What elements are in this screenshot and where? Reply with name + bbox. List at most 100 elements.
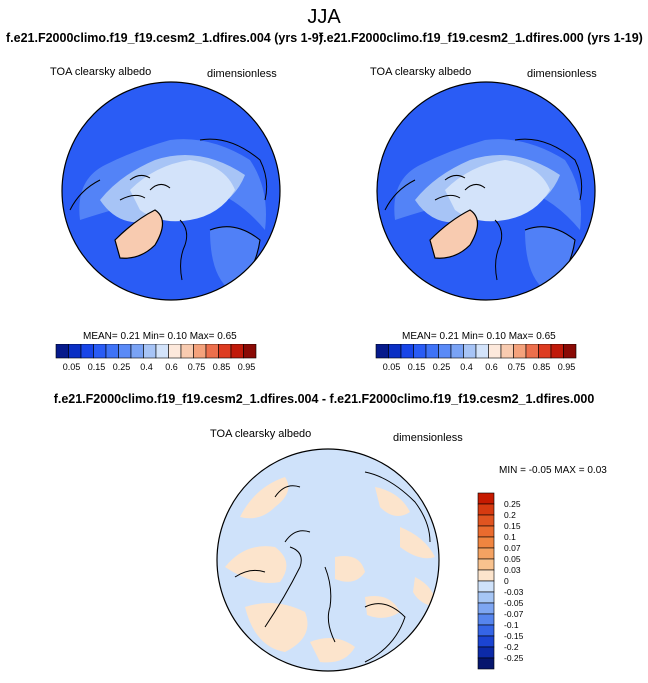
colorbar-tick-label: 0.05 (383, 362, 401, 372)
colorbar-swatch (477, 525, 495, 538)
colorbar-tick-label: 0.75 (508, 362, 526, 372)
colorbar-swatch (477, 613, 495, 626)
colorbar-swatch (477, 503, 495, 516)
colorbar-tick-label: 0.05 (63, 362, 81, 372)
colorbar-swatch (538, 344, 552, 359)
colorbar-swatch (477, 635, 495, 648)
colorbar-swatch (80, 344, 94, 359)
colorbar-tick-label: 0.4 (460, 362, 473, 372)
colorbar-swatch (205, 344, 219, 359)
diff-colorbar: 0.250.20.150.10.070.050.030-0.03-0.05-0.… (477, 492, 524, 670)
greenland-field (430, 210, 478, 259)
colorbar-swatch (438, 344, 452, 359)
panel2-stats: MEAN= 0.21 Min= 0.10 Max= 0.65 (402, 331, 556, 342)
colorbar-swatch (477, 591, 495, 604)
colorbar-tick-label: 0.95 (238, 362, 256, 372)
colorbar-swatch (477, 547, 495, 560)
panel2-units: dimensionless (527, 68, 597, 80)
colorbar-swatch (477, 492, 495, 505)
colorbar-tick-label: 0.6 (165, 362, 178, 372)
colorbar-swatch (218, 344, 232, 359)
panel1-map (61, 81, 281, 301)
panel1-case-title: f.e21.F2000climo.f19_f19.cesm2_1.dfires.… (6, 31, 323, 45)
colorbar-swatch (477, 646, 495, 659)
panel2-case-title: f.e21.F2000climo.f19_f19.cesm2_1.dfires.… (319, 31, 643, 45)
colorbar-swatch (168, 344, 182, 359)
colorbar-tick-label: 0.6 (485, 362, 498, 372)
colorbar-tick-label: 0.85 (533, 362, 551, 372)
greenland-field (115, 210, 163, 259)
colorbar-tick-label: -0.2 (504, 642, 519, 652)
colorbar-swatch (475, 344, 489, 359)
colorbar-swatch (388, 344, 402, 359)
colorbar-tick-label: 0.25 (113, 362, 131, 372)
colorbar-tick-label: -0.05 (504, 598, 524, 608)
colorbar-swatch (180, 344, 194, 359)
panel1-variable: TOA clearsky albedo (50, 66, 152, 78)
colorbar-tick-label: -0.03 (504, 587, 524, 597)
colorbar-tick-label: -0.07 (504, 609, 524, 619)
panel2-map (376, 81, 596, 301)
colorbar-tick-label: 0.75 (188, 362, 206, 372)
colorbar-swatch (463, 344, 477, 359)
panel1-units: dimensionless (207, 68, 277, 80)
panel2-variable: TOA clearsky albedo (370, 66, 472, 78)
colorbar-swatch (525, 344, 539, 359)
colorbar-tick-label: 0.05 (504, 554, 521, 564)
diff-stats: MIN = -0.05 MAX = 0.03 (499, 465, 607, 476)
colorbar-tick-label: 0.07 (504, 543, 521, 553)
colorbar-swatch (488, 344, 502, 359)
colorbar-swatch (477, 558, 495, 571)
colorbar-swatch (68, 344, 82, 359)
colorbar-tick-label: 0.2 (504, 510, 516, 520)
panel2-colorbar: 0.05 0.15 0.25 0.4 0.6 0.75 0.85 0.95 (375, 344, 577, 372)
colorbar-swatch (118, 344, 132, 359)
colorbar-swatch (155, 344, 169, 359)
panel1-stats: MEAN= 0.21 Min= 0.10 Max= 0.65 (83, 331, 237, 342)
diff-title: f.e21.F2000climo.f19_f19.cesm2_1.dfires.… (53, 392, 595, 406)
season-title: JJA (307, 6, 341, 28)
colorbar-swatch (477, 514, 495, 527)
colorbar-swatch (500, 344, 514, 359)
colorbar-swatch (375, 344, 389, 359)
colorbar-swatch (425, 344, 439, 359)
colorbar-swatch (450, 344, 464, 359)
colorbar-tick-label: -0.1 (504, 620, 519, 630)
diff-map (216, 448, 440, 672)
colorbar-tick-label: 0.4 (140, 362, 153, 372)
colorbar-swatch (477, 580, 495, 593)
colorbar-swatch (477, 624, 495, 637)
colorbar-swatch (230, 344, 244, 359)
colorbar-tick-label: 0.15 (408, 362, 426, 372)
colorbar-swatch (477, 569, 495, 582)
colorbar-swatch (55, 344, 69, 359)
colorbar-swatch (93, 344, 107, 359)
diff-variable: TOA clearsky albedo (210, 428, 312, 440)
diff-units: dimensionless (393, 432, 463, 444)
colorbar-swatch (477, 536, 495, 549)
colorbar-swatch (193, 344, 207, 359)
colorbar-tick-label: 0.15 (88, 362, 106, 372)
colorbar-swatch (550, 344, 564, 359)
colorbar-tick-label: 0 (504, 576, 509, 586)
colorbar-swatch (105, 344, 119, 359)
colorbar-swatch (477, 657, 495, 670)
colorbar-swatch (413, 344, 427, 359)
colorbar-swatch (563, 344, 577, 359)
panel1-colorbar: 0.05 0.15 0.25 0.4 0.6 0.75 0.85 0.95 (55, 344, 257, 372)
colorbar-tick-label: 0.25 (504, 499, 521, 509)
colorbar-tick-label: -0.15 (504, 631, 524, 641)
colorbar-tick-label: -0.25 (504, 653, 524, 663)
colorbar-swatch (513, 344, 527, 359)
colorbar-swatch (130, 344, 144, 359)
colorbar-tick-label: 0.15 (504, 521, 521, 531)
colorbar-swatch (477, 602, 495, 615)
colorbar-tick-label: 0.85 (213, 362, 231, 372)
colorbar-tick-label: 0.03 (504, 565, 521, 575)
colorbar-tick-label: 0.1 (504, 532, 516, 542)
colorbar-tick-label: 0.25 (433, 362, 451, 372)
colorbar-swatch (243, 344, 257, 359)
positive-field (240, 477, 289, 519)
colorbar-swatch (400, 344, 414, 359)
colorbar-swatch (143, 344, 157, 359)
